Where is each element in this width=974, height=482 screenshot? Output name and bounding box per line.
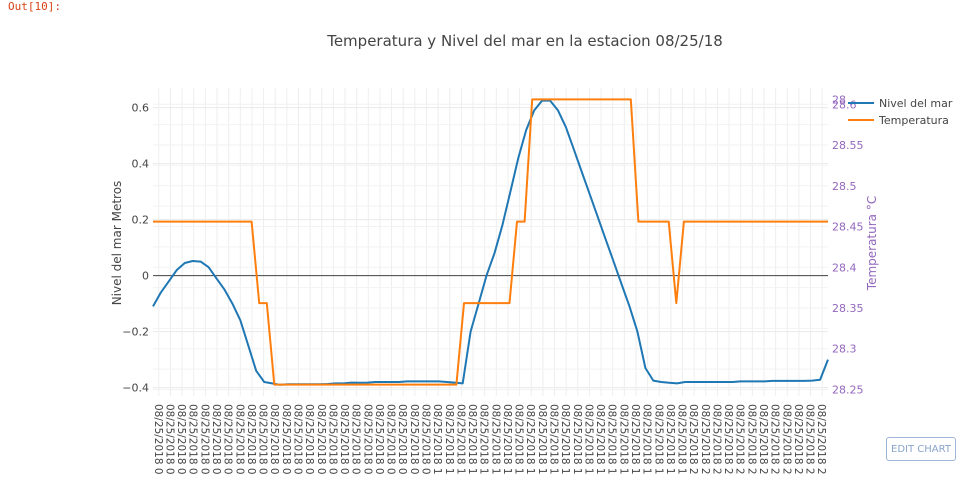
x-tick-label: 08/25/2018 1 [478, 404, 490, 475]
x-tick-label: 08/25/2018 0 [408, 404, 420, 475]
x-tick-label: 08/25/2018 0 [326, 404, 338, 475]
y-axis-label: Nivel del mar Metros [110, 181, 124, 306]
x-tick-label: 08/25/2018 2 [745, 404, 757, 475]
x-tick-label: 08/25/2018 0 [396, 404, 408, 475]
x-tick-label: 08/25/2018 0 [187, 404, 199, 475]
y-tick-label: 0 [142, 270, 149, 283]
series-line-temperatura [153, 98, 828, 386]
x-tick-label: 08/25/2018 1 [548, 404, 560, 475]
x-tick-label: 08/25/2018 0 [210, 404, 222, 475]
y-axis-ticks: −0.4 −0.2 0 0.2 0.4 0.6 [122, 102, 149, 395]
x-tick-label: 08/25/2018 1 [571, 404, 583, 475]
x-tick-label: 08/25/2018 1 [513, 404, 525, 475]
x-tick-label: 08/25/2018 1 [676, 404, 688, 475]
x-tick-label: 08/25/2018 1 [454, 404, 466, 475]
x-tick-label: 08/25/2018 0 [303, 404, 315, 475]
x-tick-label: 08/25/2018 2 [710, 404, 722, 475]
y-tick-label: 0.4 [132, 158, 150, 171]
x-tick-label: 08/25/2018 2 [815, 404, 827, 475]
x-tick-label: 08/25/2018 2 [804, 404, 816, 475]
x-tick-label: 08/25/2018 0 [291, 404, 303, 475]
x-tick-label: 08/25/2018 1 [501, 404, 513, 475]
y2-axis-ticks: 28.25 28.3 28.35 28.4 28.45 28.5 28.55 28.628 [832, 93, 864, 396]
x-tick-label: 08/25/2018 1 [536, 404, 548, 475]
y-tick-label: −0.2 [122, 326, 149, 339]
x-tick-label: 08/25/2018 2 [757, 404, 769, 475]
x-tick-label: 08/25/2018 2 [687, 404, 699, 475]
chart-title: Temperatura y Nivel del mar en la estaci… [326, 32, 723, 50]
x-tick-label: 08/25/2018 1 [629, 404, 641, 475]
y2-tick-label: 28.4 [832, 261, 857, 274]
x-tick-label: 08/25/2018 2 [722, 404, 734, 475]
grid-lines [153, 88, 828, 396]
series-layer [152, 98, 829, 386]
x-tick-label: 08/25/2018 0 [373, 404, 385, 475]
x-tick-label: 08/25/2018 0 [198, 404, 210, 475]
x-tick-label: 08/25/2018 0 [280, 404, 292, 475]
legend[interactable]: Nivel del mar Temperatura [848, 97, 953, 127]
x-tick-label: 08/25/2018 2 [769, 404, 781, 475]
y-tick-label: 0.6 [132, 102, 150, 115]
x-tick-label: 08/25/2018 0 [315, 404, 327, 475]
y2-tick-label: 28.6 [832, 98, 857, 111]
x-tick-label: 08/25/2018 2 [734, 404, 746, 475]
y2-tick-label: 28.55 [832, 139, 864, 152]
x-tick-label: 08/25/2018 2 [699, 404, 711, 475]
x-tick-label: 08/25/2018 1 [664, 404, 676, 475]
y2-tick-label: 28 [832, 93, 846, 106]
x-tick-label: 08/25/2018 1 [594, 404, 606, 475]
y2-tick-label: 28.35 [832, 302, 864, 315]
x-tick-label: 08/25/2018 2 [792, 404, 804, 475]
x-tick-label: 08/25/2018 0 [268, 404, 280, 475]
x-tick-label: 08/25/2018 0 [385, 404, 397, 475]
x-tick-label: 08/25/2018 1 [617, 404, 629, 475]
y2-tick-label: 28.3 [832, 343, 857, 356]
x-tick-label: 08/25/2018 1 [606, 404, 618, 475]
x-tick-label: 08/25/2018 0 [233, 404, 245, 475]
y2-tick-label: 28.5 [832, 180, 857, 193]
x-tick-label: 08/25/2018 1 [443, 404, 455, 475]
x-tick-label: 08/25/2018 0 [245, 404, 257, 475]
x-tick-label: 08/25/2018 0 [175, 404, 187, 475]
x-tick-label: 08/25/2018 0 [222, 404, 234, 475]
x-tick-label: 08/25/2018 0 [338, 404, 350, 475]
series-line-nivel-del-mar [152, 99, 829, 386]
x-tick-label: 08/25/2018 2 [780, 404, 792, 475]
x-tick-label: 08/25/2018 1 [524, 404, 536, 475]
x-tick-label: 08/25/2018 0 [163, 404, 175, 475]
legend-label-temperatura[interactable]: Temperatura [878, 114, 949, 127]
y-tick-label: 0.2 [132, 214, 150, 227]
x-axis-ticks: 08/25/2018 0 08/25/2018 0 08/25/2018 0 08/2… [152, 404, 827, 475]
x-tick-label: 08/25/2018 1 [431, 404, 443, 475]
legend-label-nivel-del-mar[interactable]: Nivel del mar [879, 97, 953, 110]
output-prompt: Out[10]: [8, 0, 61, 13]
x-tick-label: 08/25/2018 1 [652, 404, 664, 475]
x-tick-label: 08/25/2018 1 [489, 404, 501, 475]
x-tick-label: 08/25/2018 0 [257, 404, 269, 475]
y2-tick-label: 28.25 [832, 383, 864, 396]
y2-axis-label: Temperatura °C [865, 196, 879, 291]
x-tick-label: 08/25/2018 0 [419, 404, 431, 475]
x-tick-label: 08/25/2018 0 [152, 404, 164, 475]
x-tick-label: 08/25/2018 1 [559, 404, 571, 475]
x-tick-label: 08/25/2018 0 [350, 404, 362, 475]
edit-chart-button[interactable]: EDIT CHART [886, 437, 956, 461]
x-tick-label: 08/25/2018 1 [466, 404, 478, 475]
x-tick-label: 08/25/2018 1 [641, 404, 653, 475]
y-tick-label: −0.4 [122, 382, 149, 395]
x-tick-label: 08/25/2018 0 [361, 404, 373, 475]
x-tick-label: 08/25/2018 1 [582, 404, 594, 475]
y2-tick-label: 28.45 [832, 221, 864, 234]
